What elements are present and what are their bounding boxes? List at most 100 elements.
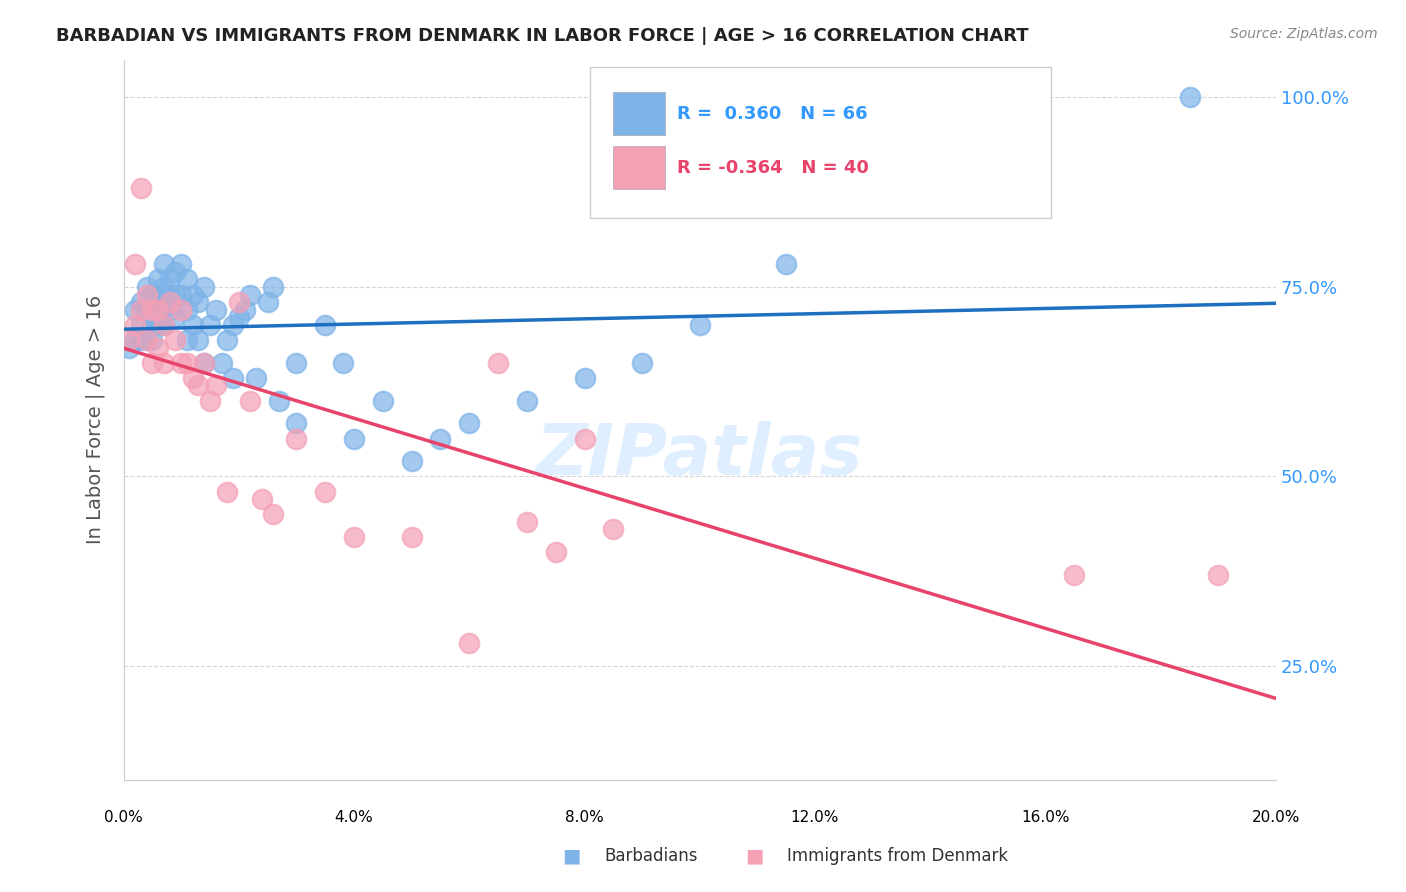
Point <box>269 393 291 408</box>
Point <box>159 295 181 310</box>
Point <box>262 280 284 294</box>
Point <box>486 356 509 370</box>
Text: Barbadians: Barbadians <box>605 847 699 865</box>
Point <box>129 181 152 195</box>
Text: R =  0.360   N = 66: R = 0.360 N = 66 <box>676 104 868 122</box>
Text: ■: ■ <box>745 847 763 866</box>
Point <box>343 530 366 544</box>
Point <box>256 295 278 310</box>
Point <box>544 545 567 559</box>
FancyBboxPatch shape <box>613 146 665 189</box>
Point <box>165 310 187 325</box>
Point <box>124 257 146 271</box>
Point <box>574 371 596 385</box>
Point <box>118 341 141 355</box>
Point <box>141 356 163 370</box>
Point <box>159 287 181 301</box>
Point <box>239 393 262 408</box>
Point <box>228 295 250 310</box>
Point <box>146 287 169 301</box>
Point <box>118 333 141 347</box>
Point <box>516 393 538 408</box>
Point <box>239 287 262 301</box>
Point <box>285 432 308 446</box>
Point <box>245 371 267 385</box>
Point <box>170 302 193 317</box>
Point <box>176 272 198 286</box>
Text: Source: ZipAtlas.com: Source: ZipAtlas.com <box>1230 27 1378 41</box>
Point <box>204 302 226 317</box>
FancyBboxPatch shape <box>613 146 665 189</box>
Text: R = -0.364   N = 40: R = -0.364 N = 40 <box>676 159 869 177</box>
Point <box>159 272 181 286</box>
Point <box>135 333 157 347</box>
Point <box>129 333 152 347</box>
Point <box>153 356 176 370</box>
Point <box>146 341 169 355</box>
Point <box>153 318 176 332</box>
Point <box>153 280 176 294</box>
Text: R =  0.360   N = 66: R = 0.360 N = 66 <box>676 104 868 122</box>
Point <box>146 318 169 332</box>
Point <box>198 318 221 332</box>
Point <box>181 287 204 301</box>
Point <box>204 378 226 392</box>
Point <box>574 432 596 446</box>
Text: 8.0%: 8.0% <box>565 810 605 825</box>
Text: 16.0%: 16.0% <box>1021 810 1070 825</box>
Point <box>153 318 176 332</box>
Point <box>285 417 308 431</box>
Point <box>217 333 239 347</box>
Point <box>124 318 146 332</box>
Point <box>135 287 157 301</box>
Point <box>124 333 146 347</box>
Point <box>170 257 193 271</box>
Point <box>153 257 176 271</box>
Point <box>285 356 308 370</box>
Point <box>170 287 193 301</box>
Point <box>181 318 204 332</box>
Text: Immigrants from Denmark: Immigrants from Denmark <box>787 847 1008 865</box>
Point <box>129 318 152 332</box>
Point <box>217 484 239 499</box>
Point <box>129 295 152 310</box>
Point <box>458 636 481 650</box>
Point <box>181 371 204 385</box>
Point <box>187 295 209 310</box>
Point <box>135 302 157 317</box>
Point <box>141 287 163 301</box>
Point <box>631 356 654 370</box>
Point <box>401 530 423 544</box>
Text: 20.0%: 20.0% <box>1251 810 1301 825</box>
Point <box>262 508 284 522</box>
Point <box>343 432 366 446</box>
Text: 0.0%: 0.0% <box>104 810 143 825</box>
Point <box>193 356 215 370</box>
Point <box>176 356 198 370</box>
Point <box>314 484 336 499</box>
Point <box>170 356 193 370</box>
Text: BARBADIAN VS IMMIGRANTS FROM DENMARK IN LABOR FORCE | AGE > 16 CORRELATION CHART: BARBADIAN VS IMMIGRANTS FROM DENMARK IN … <box>56 27 1029 45</box>
Point <box>187 333 209 347</box>
Point <box>176 302 198 317</box>
Point <box>602 523 624 537</box>
FancyBboxPatch shape <box>591 67 1052 218</box>
Point <box>141 302 163 317</box>
Point <box>146 302 169 317</box>
Point <box>458 417 481 431</box>
Point <box>135 333 157 347</box>
Point <box>1178 90 1201 104</box>
Text: 12.0%: 12.0% <box>790 810 839 825</box>
Point <box>429 432 451 446</box>
Point <box>187 378 209 392</box>
FancyBboxPatch shape <box>613 92 665 136</box>
Point <box>153 295 176 310</box>
Point <box>1208 568 1230 582</box>
Point <box>222 318 245 332</box>
Text: ZIPatlas: ZIPatlas <box>536 421 863 490</box>
Point <box>141 333 163 347</box>
Point <box>141 310 163 325</box>
Point <box>193 356 215 370</box>
Point <box>228 310 250 325</box>
Point <box>222 371 245 385</box>
